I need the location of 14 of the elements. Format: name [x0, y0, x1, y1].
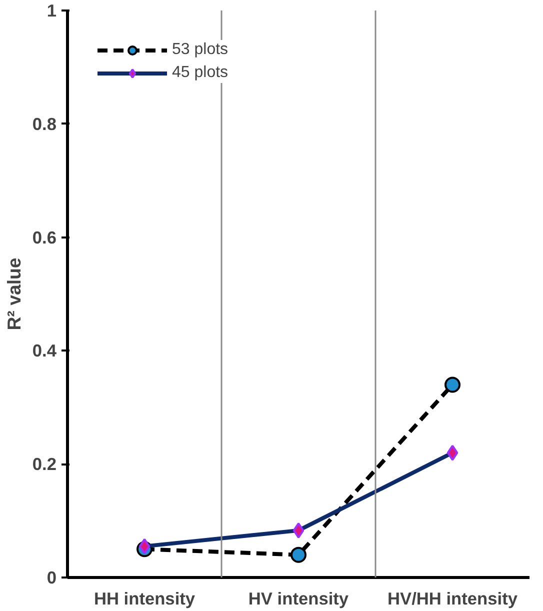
- y-tick-label: 0.8: [32, 114, 57, 134]
- x-tick-label: HV intensity: [248, 588, 349, 608]
- point: [290, 546, 306, 563]
- y-axis-title: R² value: [3, 258, 24, 330]
- y-tick-label: 0.6: [32, 227, 57, 248]
- y-tick-label: 0.2: [32, 454, 57, 474]
- y-tick-label: 0.4: [32, 340, 57, 361]
- y-tick-label: 1: [46, 0, 57, 20]
- point: [444, 376, 460, 393]
- x-tick-label: HV/HH intensity: [388, 588, 518, 608]
- legend-label: 45 plots: [172, 64, 228, 82]
- y-tick-label: 0: [46, 568, 57, 588]
- legend-label: 53 plots: [172, 41, 228, 59]
- x-tick-label: HH intensity: [94, 588, 196, 608]
